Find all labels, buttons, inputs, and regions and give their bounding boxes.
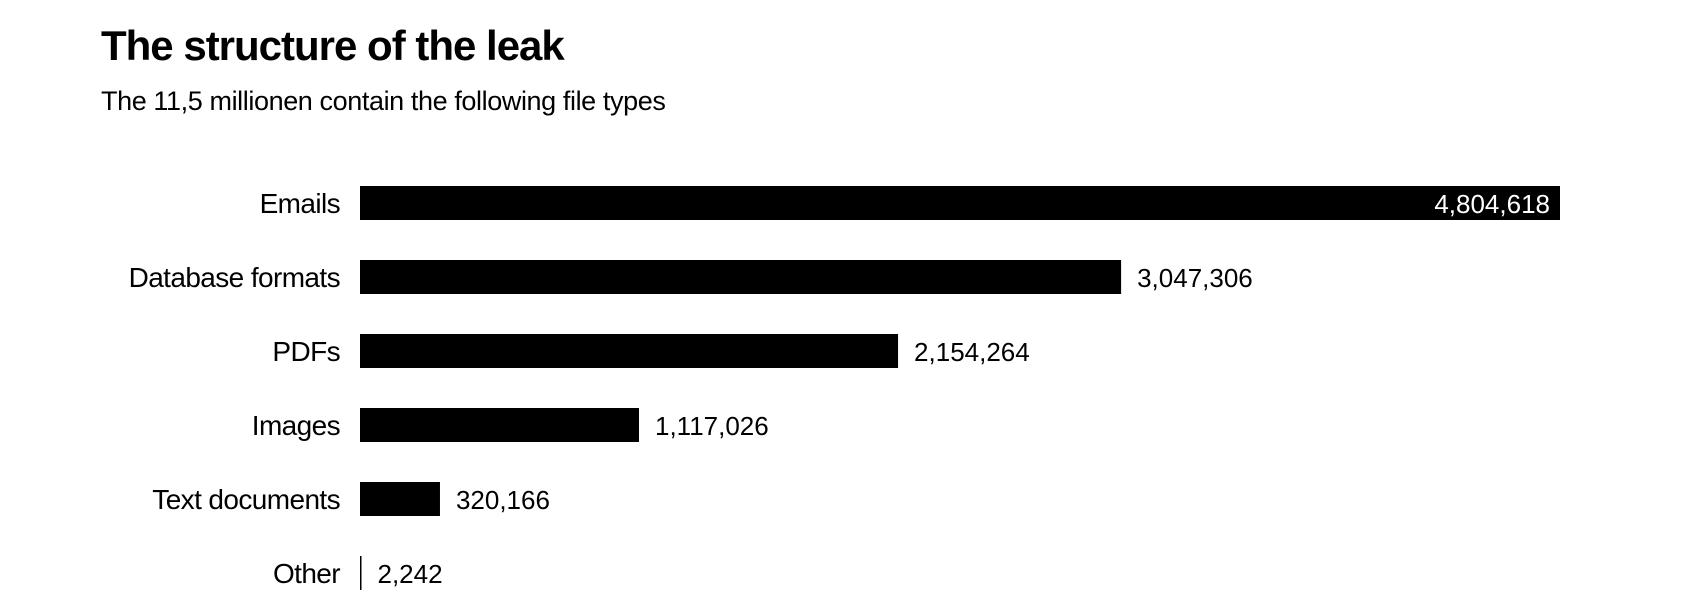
chart-title: The structure of the leak	[101, 22, 565, 69]
value-label: 4,804,618	[1434, 189, 1550, 219]
bar	[360, 186, 1560, 220]
category-label: Emails	[260, 188, 340, 219]
category-label: Other	[273, 558, 340, 589]
bar	[360, 482, 440, 516]
bar	[360, 556, 362, 590]
bar	[360, 408, 639, 442]
value-label: 2,242	[378, 559, 443, 589]
value-label: 2,154,264	[914, 337, 1030, 367]
category-label: Text documents	[152, 484, 340, 515]
category-label: Database formats	[129, 262, 340, 293]
chart-subtitle: The 11,5 millionen contain the following…	[101, 86, 666, 116]
category-label: Images	[252, 410, 340, 441]
category-label: PDFs	[272, 336, 340, 367]
bar	[360, 334, 899, 368]
value-label: 320,166	[456, 485, 550, 515]
value-label: 1,117,026	[655, 411, 769, 441]
value-label: 3,047,306	[1137, 263, 1253, 293]
bar	[360, 260, 1122, 294]
